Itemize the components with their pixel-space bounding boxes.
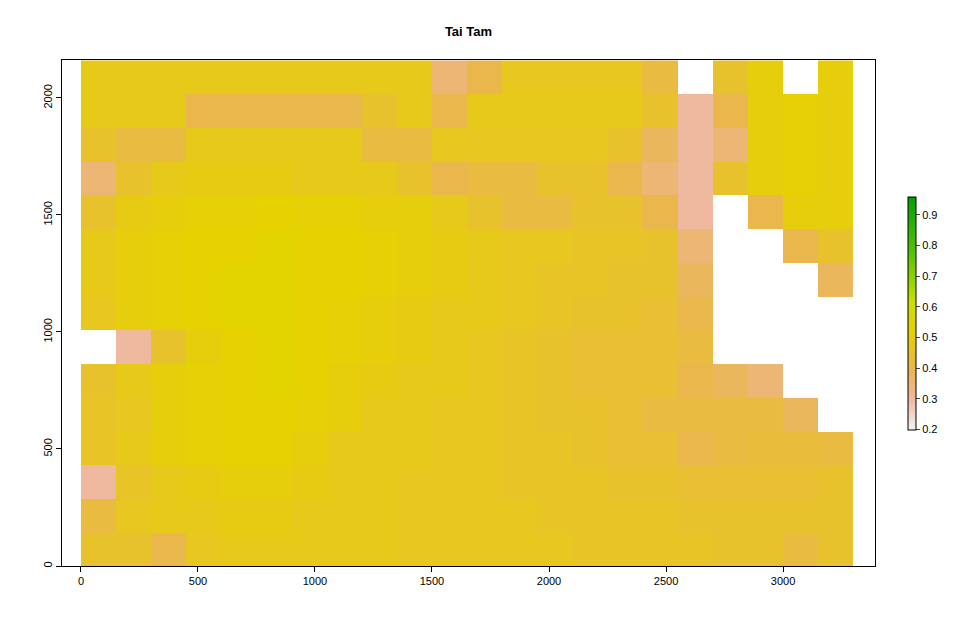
svg-text:2000: 2000 <box>537 575 561 587</box>
svg-text:Tai Tam: Tai Tam <box>445 24 492 39</box>
svg-text:3000: 3000 <box>771 575 795 587</box>
svg-text:0.8: 0.8 <box>922 239 937 251</box>
svg-text:2000: 2000 <box>42 84 54 108</box>
svg-text:1000: 1000 <box>303 575 327 587</box>
svg-text:0.6: 0.6 <box>922 301 937 313</box>
svg-text:0.4: 0.4 <box>922 362 937 374</box>
svg-text:1000: 1000 <box>42 318 54 342</box>
svg-text:2500: 2500 <box>654 575 678 587</box>
svg-text:500: 500 <box>189 575 207 587</box>
svg-text:0: 0 <box>42 561 54 567</box>
svg-text:0.3: 0.3 <box>922 393 937 405</box>
svg-text:1500: 1500 <box>42 201 54 225</box>
svg-text:0.2: 0.2 <box>922 423 937 435</box>
svg-text:0.5: 0.5 <box>922 331 937 343</box>
svg-text:0: 0 <box>78 575 84 587</box>
svg-text:500: 500 <box>42 438 54 456</box>
svg-text:0.7: 0.7 <box>922 270 937 282</box>
svg-text:1500: 1500 <box>420 575 444 587</box>
svg-text:0.9: 0.9 <box>922 209 937 221</box>
